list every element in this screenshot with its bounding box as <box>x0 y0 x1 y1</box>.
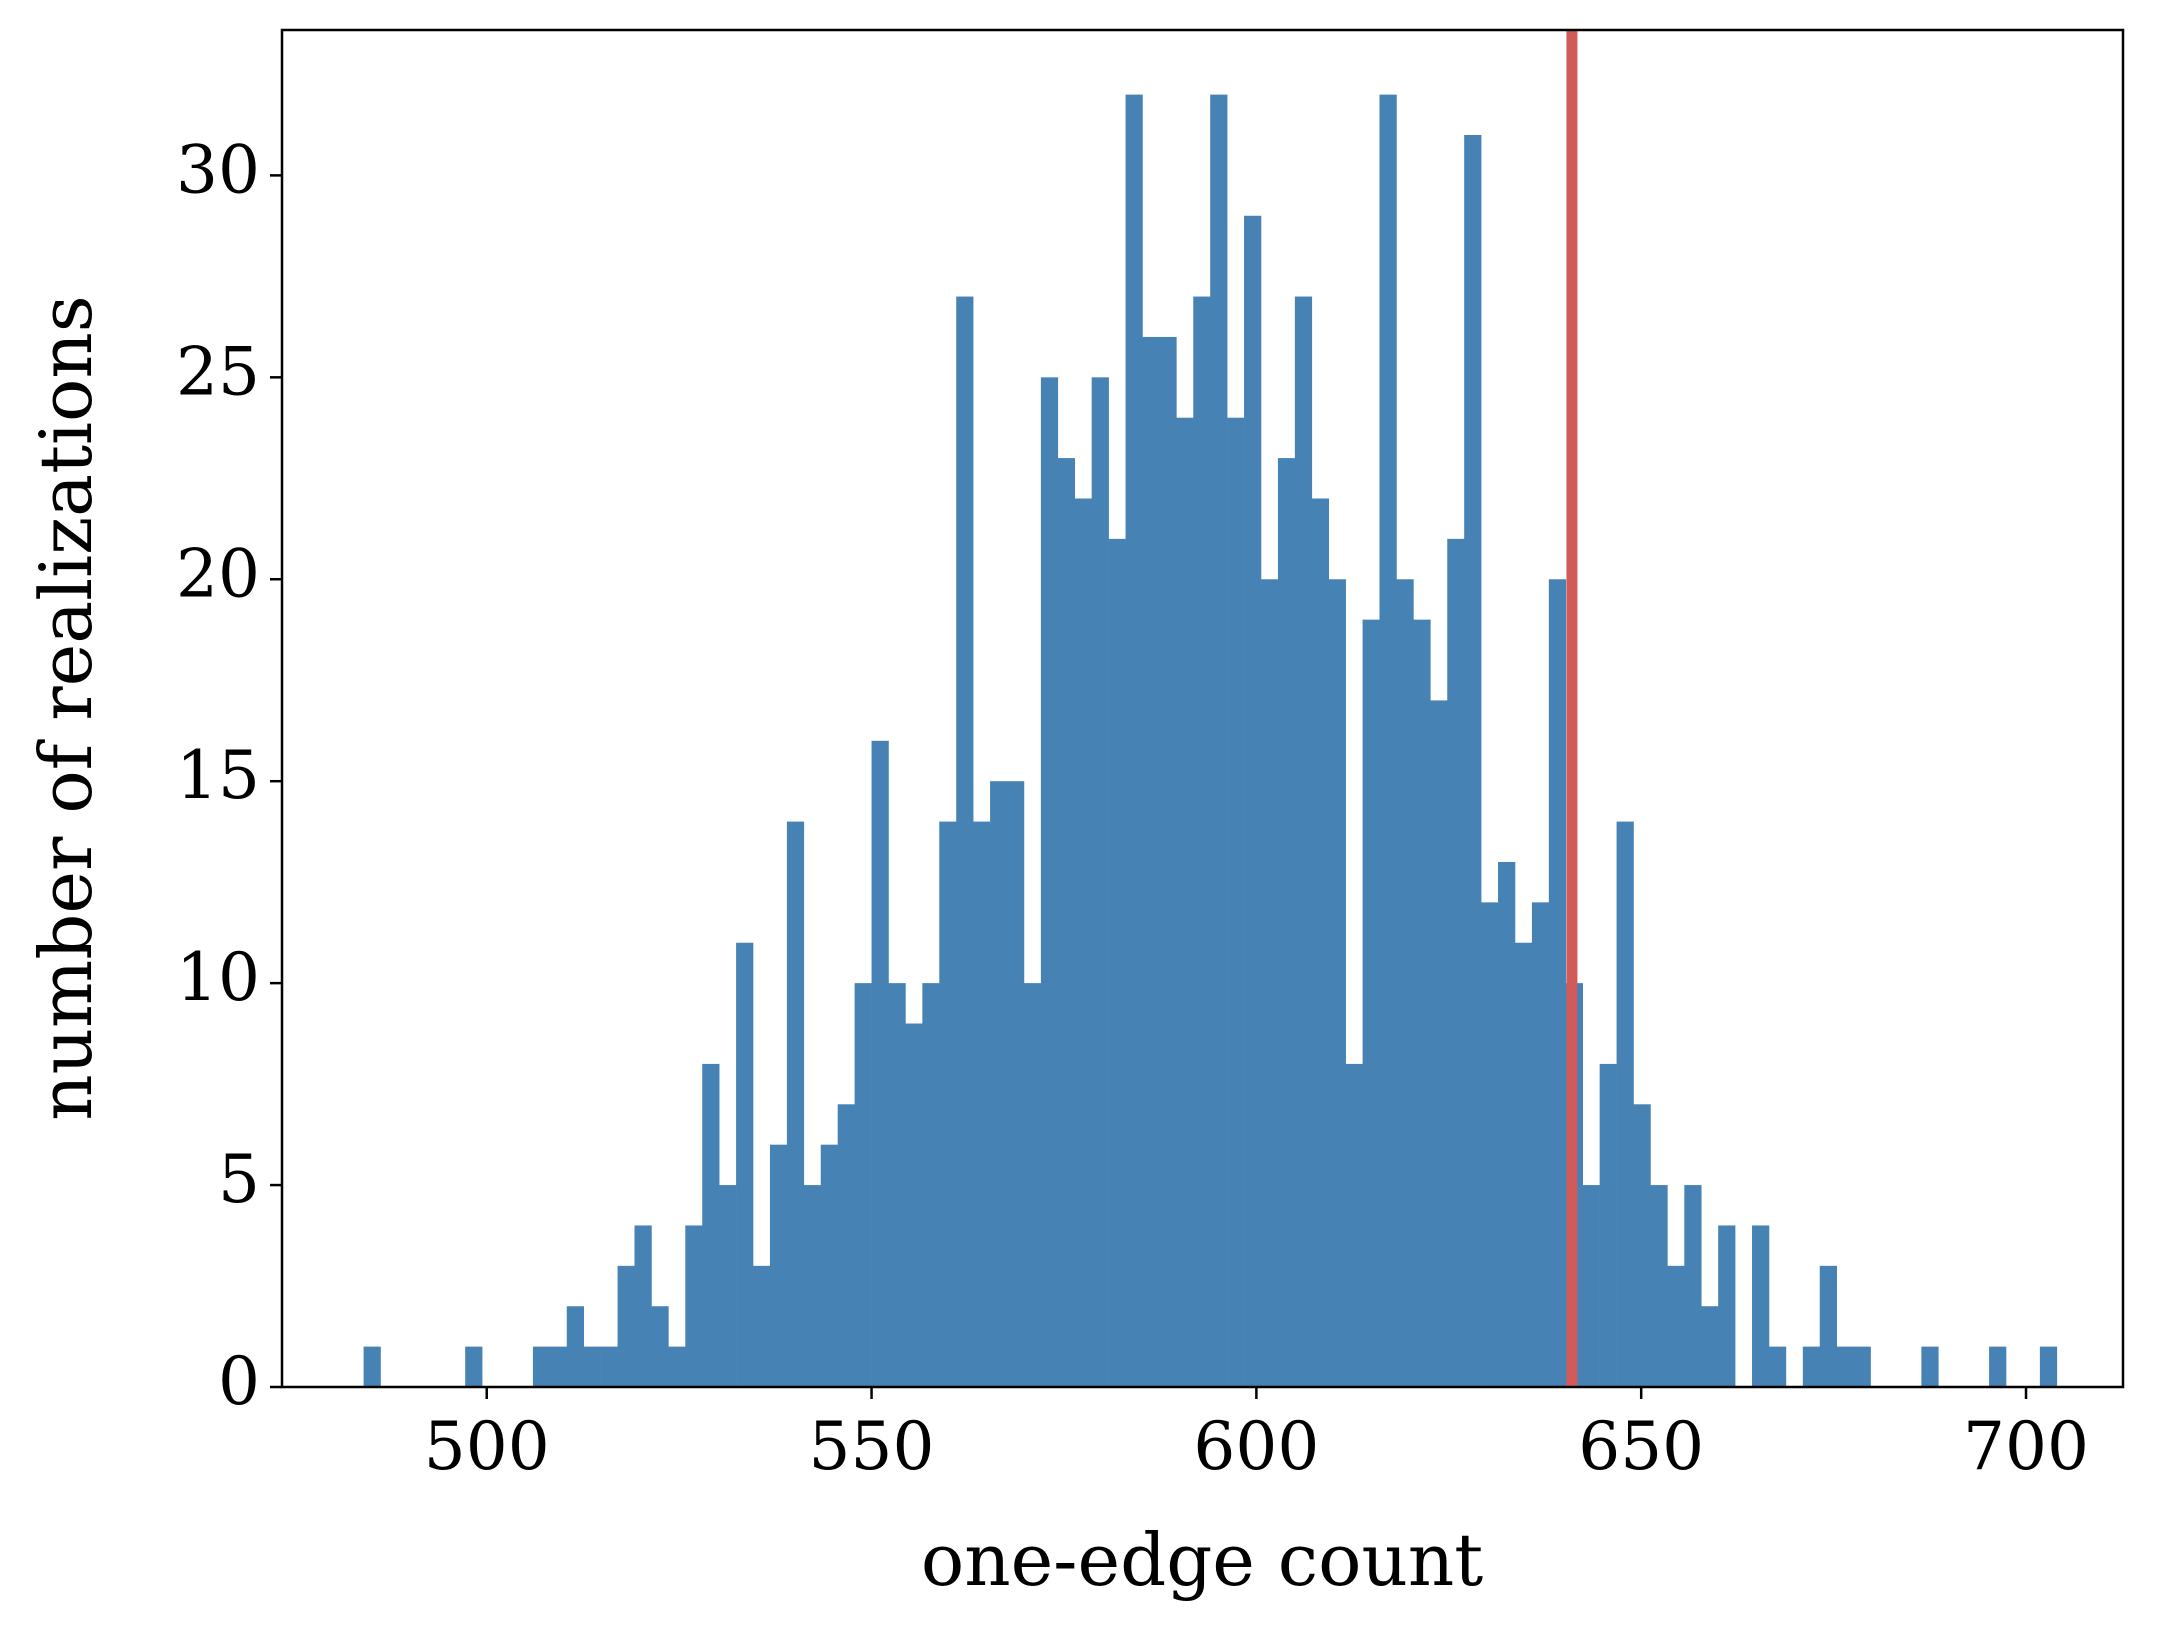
bar <box>651 1306 669 1387</box>
bar <box>1802 1346 1821 1387</box>
bar <box>719 1185 737 1387</box>
bar <box>1582 1185 1600 1387</box>
bar <box>1345 1063 1363 1387</box>
axes-frame <box>280 28 2125 1389</box>
bar <box>617 1265 635 1387</box>
plot-area: 500 550 600 650 700 0 5 10 15 20 25 30 <box>176 28 2125 1485</box>
bar <box>1328 579 1346 1387</box>
bar <box>820 1144 838 1387</box>
bar <box>1193 296 1211 1387</box>
bar <box>753 1265 771 1387</box>
bar <box>1294 296 1313 1387</box>
bar <box>1311 498 1330 1387</box>
bar <box>990 781 1008 1387</box>
y-tick-label: 20 <box>176 535 260 612</box>
bar <box>1531 902 1550 1387</box>
bar <box>634 1225 652 1387</box>
bar <box>1819 1265 1837 1387</box>
x-tick-label: 500 <box>424 1408 550 1485</box>
bar <box>939 821 957 1387</box>
y-tick-label: 15 <box>176 737 260 814</box>
y-tick-label: 30 <box>176 131 260 208</box>
bar <box>769 1144 788 1387</box>
y-tick-label: 5 <box>218 1141 260 1218</box>
bar <box>566 1306 585 1387</box>
bar <box>549 1346 568 1387</box>
y-axis-label: number of realizations <box>24 295 108 1120</box>
bar <box>1176 417 1194 1387</box>
bar <box>1277 458 1296 1387</box>
bar <box>1396 579 1414 1387</box>
bar <box>1548 579 1567 1387</box>
y-tick-label: 10 <box>176 939 260 1016</box>
bar <box>1989 1346 2007 1387</box>
bar <box>685 1225 703 1387</box>
x-tick-label: 550 <box>809 1408 935 1485</box>
bar <box>1752 1225 1770 1387</box>
y-tick-label: 25 <box>176 333 260 410</box>
bar <box>1481 902 1499 1387</box>
bar <box>1362 619 1380 1387</box>
bar <box>465 1346 483 1387</box>
bar <box>736 942 754 1387</box>
bar <box>837 1104 855 1387</box>
bar <box>363 1346 381 1387</box>
bar <box>583 1346 601 1387</box>
bar <box>1091 377 1109 1387</box>
bar <box>1125 94 1143 1388</box>
x-tick-label: 650 <box>1578 1408 1704 1485</box>
bar <box>1159 336 1177 1388</box>
bar <box>803 1185 822 1387</box>
bar <box>1142 336 1160 1388</box>
bar <box>1718 1225 1736 1387</box>
bar <box>1768 1346 1787 1387</box>
bar <box>1227 417 1245 1387</box>
bar <box>702 1063 720 1387</box>
bar <box>1464 135 1482 1387</box>
bar <box>888 983 906 1387</box>
bar <box>1260 579 1279 1387</box>
x-tick-label: 600 <box>1193 1408 1319 1485</box>
bar <box>1040 377 1059 1387</box>
bar <box>1599 1063 1617 1387</box>
bar <box>1244 215 1262 1387</box>
y-tick-label: 0 <box>218 1343 260 1420</box>
bar <box>600 1346 618 1387</box>
bar <box>973 821 991 1387</box>
bar <box>1701 1306 1719 1387</box>
bar <box>668 1346 686 1387</box>
bar <box>1413 619 1431 1387</box>
bar <box>1498 861 1516 1387</box>
bar <box>1007 781 1025 1387</box>
x-axis-label: one-edge count <box>921 1518 1483 1602</box>
bar <box>922 983 940 1387</box>
bar <box>905 1023 923 1387</box>
bar <box>956 296 974 1387</box>
bar <box>786 821 805 1387</box>
bar <box>532 1346 551 1387</box>
bar <box>1514 942 1533 1387</box>
bar <box>1684 1185 1702 1387</box>
bar <box>1074 498 1092 1387</box>
bar <box>1108 538 1126 1387</box>
x-tick-label: 700 <box>1963 1408 2089 1485</box>
bar <box>871 740 889 1387</box>
bar <box>1667 1265 1685 1387</box>
bar <box>1430 700 1448 1387</box>
bar <box>1379 94 1397 1388</box>
bar <box>1616 821 1634 1387</box>
bar <box>1633 1104 1651 1387</box>
bar <box>1210 94 1228 1388</box>
bar <box>1057 458 1076 1387</box>
bar <box>1023 983 1042 1387</box>
bar <box>1853 1346 1871 1387</box>
bar <box>2039 1346 2058 1387</box>
bar <box>1836 1346 1854 1387</box>
bar <box>854 983 872 1387</box>
bar <box>1447 538 1465 1387</box>
bar <box>1921 1346 1939 1387</box>
bar <box>1650 1185 1668 1387</box>
